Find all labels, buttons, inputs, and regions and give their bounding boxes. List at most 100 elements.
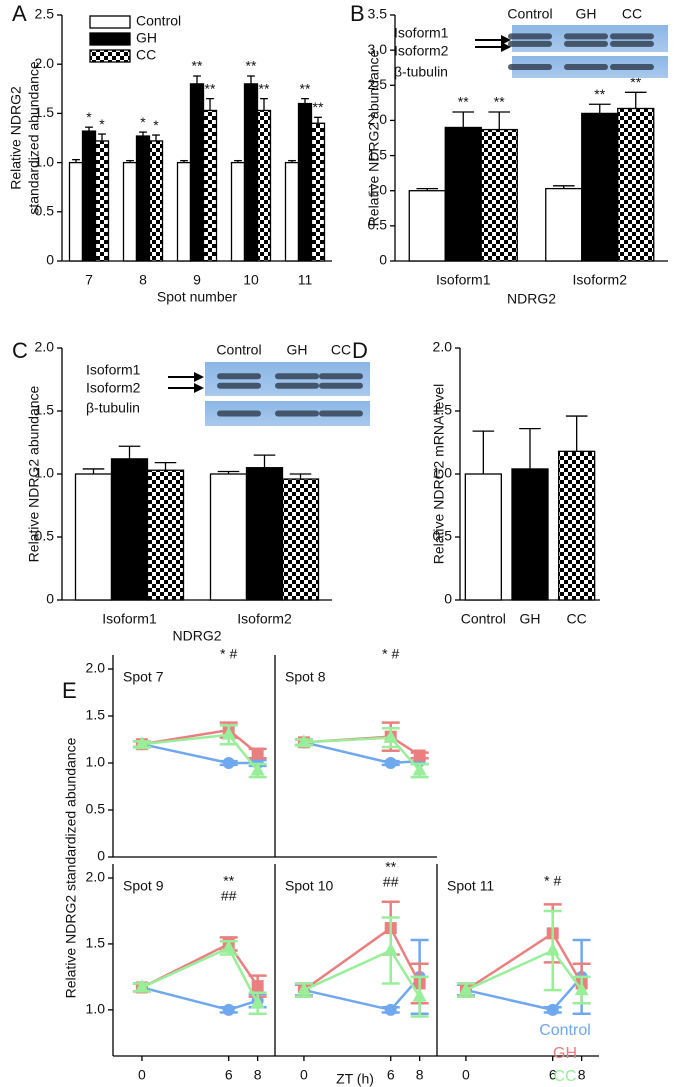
arrow-head [194, 372, 204, 382]
x-tick-label: 6 [225, 1067, 233, 1083]
point [412, 762, 427, 776]
lane-label: GH [287, 342, 308, 358]
bar [281, 478, 320, 601]
panel-label: A [12, 1, 27, 26]
bar [81, 130, 97, 262]
x-axis-label: NDRG2 [507, 291, 556, 307]
legend-label: Control [136, 13, 181, 29]
bar [122, 161, 138, 262]
point [384, 1003, 397, 1016]
bar [110, 458, 149, 601]
x-axis-label: NDRG2 [172, 628, 221, 644]
point [250, 995, 265, 1009]
y-tick-label: 1.5 [35, 402, 55, 418]
point [574, 982, 589, 996]
panel-title: Spot 10 [285, 878, 333, 894]
series-line [141, 946, 259, 1004]
x-tick-label: Isoform1 [436, 272, 491, 288]
significance-marker: ** [313, 99, 324, 115]
series-line [141, 986, 259, 1012]
bar [209, 473, 248, 601]
point [251, 980, 264, 993]
significance-marker: * [99, 116, 105, 132]
y-tick-label: 2.0 [433, 339, 453, 355]
x-tick-label: CC [567, 611, 587, 627]
blot-band [275, 382, 319, 389]
y-tick-label: 2.0 [35, 339, 55, 355]
x-tick-label: 8 [254, 1067, 262, 1083]
significance-marker: ** [259, 80, 270, 96]
x-tick-label: 8 [139, 272, 147, 288]
bar [189, 83, 205, 262]
bar [68, 161, 84, 262]
legend-label: Control [539, 1022, 591, 1039]
y-tick-label: 2.5 [368, 76, 388, 92]
point [384, 757, 397, 769]
x-tick-label: 11 [298, 272, 313, 288]
x-tick-label: 6 [549, 1067, 557, 1083]
y-tick-label: 1.5 [368, 146, 388, 162]
blot-band [275, 373, 319, 380]
significance-marker: ** [300, 80, 311, 96]
arrow-head [194, 383, 204, 393]
y-tick-label: 2.0 [86, 869, 106, 885]
legend-label: CC [136, 47, 156, 63]
bar [94, 140, 110, 262]
band-label: β-tubulin [86, 400, 140, 416]
point [134, 979, 149, 993]
significance-marker: ## [221, 888, 237, 904]
y-tick-label: 0.5 [35, 203, 55, 219]
y-tick-label: 0 [379, 252, 387, 268]
legend-swatch [89, 15, 131, 29]
band-label: Isoform1 [86, 362, 141, 378]
y-axis-label: standardized abundance [26, 61, 42, 215]
bar [230, 161, 246, 262]
bar [310, 122, 326, 262]
y-tick-label: 0 [444, 591, 452, 607]
point [250, 762, 265, 776]
point [383, 942, 398, 956]
significance-marker: ** [630, 74, 641, 90]
bar [545, 187, 583, 262]
significance-marker: ## [383, 874, 399, 890]
y-axis-label: Relative NDRG2 abundance [366, 49, 382, 226]
bar [558, 450, 596, 601]
blot-band [564, 40, 608, 47]
significance-marker: * [140, 114, 146, 130]
x-axis-label: ZT (h) [336, 1071, 374, 1087]
bar [444, 126, 482, 262]
point [222, 1003, 235, 1016]
significance-marker: ** [458, 94, 469, 110]
y-tick-label: 1.5 [86, 707, 106, 723]
blot-band [275, 410, 319, 417]
band-label: Isoform2 [86, 380, 141, 396]
point [413, 749, 426, 762]
series-line [303, 948, 421, 998]
blot-band [319, 382, 363, 389]
y-axis-label: Relative NDRG2 standardized abundance [63, 737, 79, 998]
x-tick-label: 0 [462, 1067, 470, 1083]
bar [581, 112, 619, 262]
y-tick-label: 0.5 [35, 528, 55, 544]
arrow-head [501, 42, 511, 52]
bar [135, 135, 151, 262]
panel-title: Spot 7 [123, 669, 164, 685]
bar [511, 468, 549, 601]
band-label: Isoform1 [394, 25, 449, 41]
blot-band [217, 373, 261, 380]
y-tick-label: 0 [97, 848, 105, 864]
point [383, 729, 398, 743]
bar [245, 467, 284, 601]
x-tick-label: Isoform2 [573, 272, 628, 288]
point [458, 982, 473, 996]
point [222, 757, 235, 769]
x-tick-label: 6 [387, 1067, 395, 1083]
y-tick-label: 1.5 [86, 935, 106, 951]
bar [146, 469, 185, 601]
y-tick-label: 0 [46, 252, 54, 268]
y-tick-label: 2.5 [35, 6, 55, 22]
x-tick-label: 8 [578, 1067, 586, 1083]
x-tick-label: Isoform2 [237, 611, 292, 627]
lane-label: CC [331, 342, 351, 358]
